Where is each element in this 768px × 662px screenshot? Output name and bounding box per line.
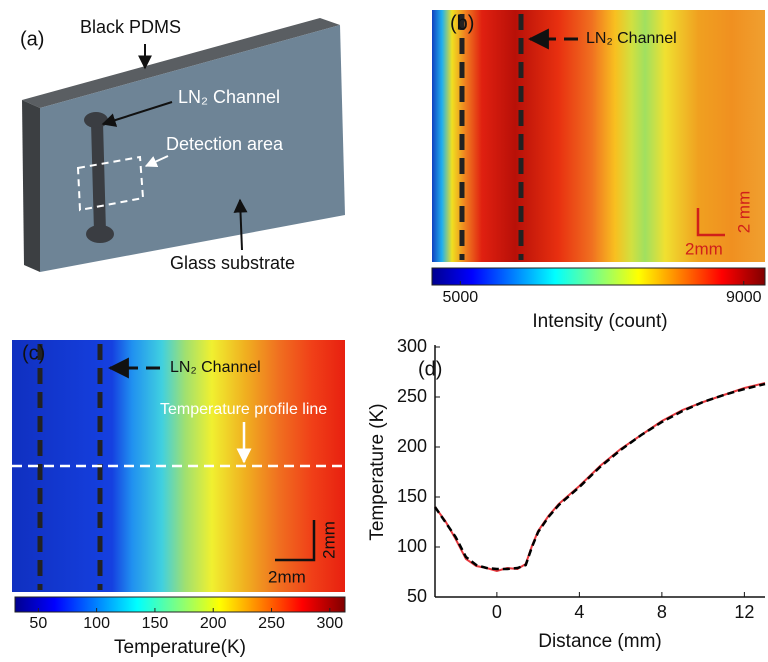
colorbar-tick-label: 250: [258, 615, 285, 632]
x-tick-label: 8: [657, 602, 667, 622]
colorbar-tick-label: 100: [83, 615, 110, 632]
colorbar-tick-label: 50: [29, 615, 47, 632]
panel-label: (d): [418, 358, 442, 380]
channel: [91, 116, 106, 238]
y-tick-label: 200: [397, 436, 427, 456]
slab-top: [22, 18, 340, 108]
label: LN₂ Channel: [586, 30, 677, 47]
heatmap-image: [432, 10, 765, 262]
y-tick-label: 300: [397, 336, 427, 356]
detection-box: [76, 155, 145, 212]
label: Black PDMS: [80, 17, 181, 37]
colorbar-tick-label: 150: [142, 615, 169, 632]
y-tick-label: 50: [407, 586, 427, 606]
data-line: [434, 382, 766, 573]
panel-label: (a): [20, 28, 44, 50]
channel-end: [84, 112, 108, 128]
scale-label: 2mm: [319, 521, 338, 559]
panel-a: (a) Black PDMS LN₂ Channel Detection are…: [20, 17, 345, 273]
arrow: [233, 198, 248, 251]
y-tick-label: 100: [397, 536, 427, 556]
scale-label: 2mm: [685, 239, 723, 258]
label: Glass substrate: [170, 253, 295, 273]
colorbar: [431, 267, 766, 286]
channel-end: [86, 225, 114, 243]
x-axis-label: Distance (mm): [538, 631, 662, 652]
panel-label: (b): [450, 12, 474, 34]
panel-label: (c): [22, 342, 45, 364]
colorbar-tick-label: 200: [200, 615, 227, 632]
colorbar-tick-label: 5000: [443, 289, 479, 306]
colorbar: [14, 596, 346, 613]
label: LN₂ Channel: [178, 87, 280, 107]
panel-d: (d) Distance (mm) Temperature (K): [367, 358, 662, 652]
scale-label: 2mm: [268, 567, 306, 586]
y-tick-label: 250: [397, 386, 427, 406]
colorbar-title: Temperature(K): [114, 637, 246, 658]
x-tick-label: 0: [492, 602, 502, 622]
arrow: [144, 155, 169, 167]
label: Temperature profile line: [160, 401, 327, 418]
colorbar-title: Intensity (count): [532, 311, 667, 332]
x-tick-label: 4: [574, 602, 584, 622]
slab-side: [22, 100, 40, 272]
panel-b: (b) LN₂ Channel 2mm 2 mm Intensity (coun…: [431, 10, 766, 332]
y-tick-label: 150: [397, 486, 427, 506]
y-axis-label: Temperature (K): [367, 403, 388, 540]
scale-bar: [696, 208, 725, 237]
x-tick-label: 12: [734, 602, 754, 622]
scale-label: 2 mm: [734, 191, 753, 234]
label: LN₂ Channel: [170, 359, 261, 376]
slab-front: [40, 25, 345, 272]
arrow: [101, 101, 173, 127]
scale-bar: [275, 520, 316, 562]
data-line: [433, 382, 766, 571]
colorbar-tick-label: 300: [316, 615, 343, 632]
label: Detection area: [166, 134, 284, 154]
panel-c: (c) LN₂ Channel Temperature profile line…: [12, 340, 346, 658]
colorbar-tick-label: 9000: [726, 289, 762, 306]
